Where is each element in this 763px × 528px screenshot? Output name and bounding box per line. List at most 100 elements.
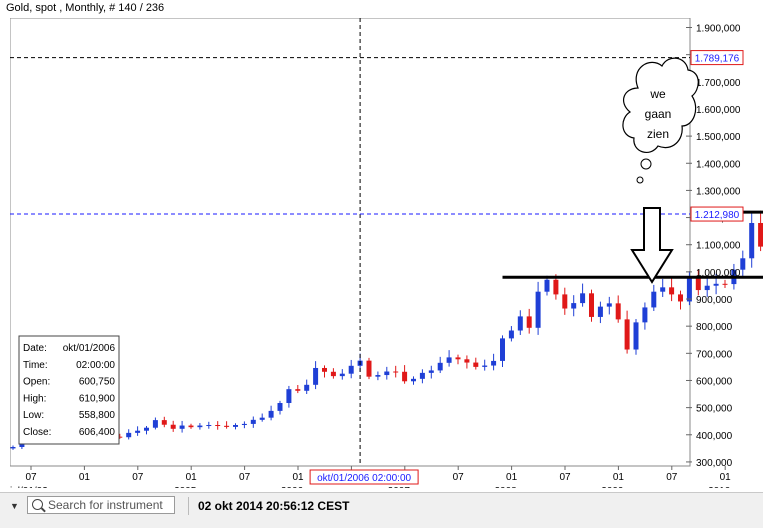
x-year-label: 2006 xyxy=(281,486,304,488)
info-box-value: 02:00:00 xyxy=(76,360,115,371)
cloud-text: zien xyxy=(647,127,669,141)
x-month-label: 01 xyxy=(506,472,518,483)
candle-body xyxy=(153,420,158,428)
candle-body xyxy=(278,403,283,411)
x-month-label: 07 xyxy=(132,472,144,483)
candle-body xyxy=(313,368,318,385)
cloud-bubble xyxy=(637,177,643,183)
x-year-label: 2005 xyxy=(174,486,197,488)
y-tick-label: 1.000,000 xyxy=(696,268,741,279)
candle-body xyxy=(749,223,754,258)
candle-body xyxy=(607,303,612,306)
candle-body xyxy=(260,418,265,420)
candle-body xyxy=(473,363,478,367)
candle-body xyxy=(180,426,185,429)
candle-body xyxy=(669,287,674,294)
candle-body xyxy=(509,331,514,339)
candle-body xyxy=(553,280,558,295)
candle-body xyxy=(126,433,131,437)
candle-body xyxy=(11,447,16,448)
search-placeholder: Search for instrument xyxy=(48,498,163,512)
x-month-label: 01 xyxy=(292,472,304,483)
candle-body xyxy=(723,284,728,285)
instrument-dropdown-arrow[interactable]: ▼ xyxy=(10,501,19,511)
candle-body xyxy=(144,428,149,431)
candle-body xyxy=(464,359,469,362)
y-tick-label: 1.500,000 xyxy=(696,132,741,143)
info-box-value: okt/01/2006 xyxy=(63,343,116,354)
candle-body xyxy=(171,425,176,429)
candle-body xyxy=(634,322,639,349)
candle-body xyxy=(642,307,647,322)
info-box-label: Date: xyxy=(23,343,47,354)
candle-body xyxy=(740,258,745,269)
candle-body xyxy=(580,293,585,303)
price-marker-label: 1.212,980 xyxy=(695,210,740,221)
price-marker-label: 1.789,176 xyxy=(695,54,740,65)
x-month-label: 01 xyxy=(720,472,732,483)
candle-body xyxy=(420,373,425,379)
candle-body xyxy=(331,372,336,376)
y-tick-label: 1.600,000 xyxy=(696,105,741,116)
candle-body xyxy=(269,411,274,418)
candle-body xyxy=(393,372,398,373)
y-tick-label: 800,000 xyxy=(696,322,733,333)
candle-body xyxy=(233,425,238,427)
candle-body xyxy=(189,426,194,428)
candle-body xyxy=(518,316,523,330)
x-month-label: 01 xyxy=(613,472,625,483)
info-box: Date: okt/01/2006 Time: 02:00:00 Open: 600,75… xyxy=(19,336,119,444)
candle-body xyxy=(295,389,300,391)
y-tick-label: 1.100,000 xyxy=(696,241,741,252)
info-box-label: Open: xyxy=(23,377,50,388)
candle-body xyxy=(322,368,327,372)
x-first-date: jul/01/03 xyxy=(10,486,48,488)
candle-body xyxy=(197,426,202,428)
candle-body xyxy=(527,316,532,327)
candle-body xyxy=(616,303,621,319)
x-month-label: 01 xyxy=(186,472,198,483)
candle-body xyxy=(349,366,354,374)
x-year-label: 2010 xyxy=(708,486,731,488)
candle-body xyxy=(651,292,656,308)
y-tick-label: 1.300,000 xyxy=(696,186,741,197)
candle-body xyxy=(206,425,211,426)
candle-body xyxy=(224,426,229,427)
candle-body xyxy=(447,357,452,362)
candle-body xyxy=(251,420,256,424)
candle-body xyxy=(678,294,683,301)
search-input[interactable]: Search for instrument xyxy=(27,496,175,514)
x-month-label: 07 xyxy=(25,472,37,483)
y-tick-label: 500,000 xyxy=(696,404,733,415)
y-tick-label: 1.900,000 xyxy=(696,24,741,35)
candle-body xyxy=(491,361,496,366)
info-box-value: 600,750 xyxy=(79,377,116,388)
candle-body xyxy=(536,292,541,328)
candle-body xyxy=(598,307,603,317)
candle-body xyxy=(625,319,630,349)
candle-body xyxy=(286,389,291,403)
candle-body xyxy=(438,363,443,371)
candle-body xyxy=(545,280,550,292)
info-box-value: 606,400 xyxy=(79,427,116,438)
x-month-label: 07 xyxy=(559,472,571,483)
status-separator xyxy=(188,497,189,515)
candle-body xyxy=(384,372,389,376)
candle-body xyxy=(367,361,372,377)
info-box-label: Time: xyxy=(23,360,48,371)
candle-body xyxy=(571,303,576,308)
chart-title: Gold, spot , Monthly, # 140 / 236 xyxy=(6,2,164,14)
candle-body xyxy=(758,223,763,247)
candle-body xyxy=(162,420,167,425)
candle-body xyxy=(500,338,505,361)
y-tick-label: 600,000 xyxy=(696,376,733,387)
candle-body xyxy=(589,293,594,317)
y-tick-label: 900,000 xyxy=(696,295,733,306)
x-month-label: 07 xyxy=(666,472,678,483)
candle-body xyxy=(660,287,665,291)
candle-body xyxy=(411,379,416,381)
cursor-date-label: okt/01/2006 02:00:00 xyxy=(317,473,411,484)
y-tick-label: 1.700,000 xyxy=(696,78,741,89)
y-tick-label: 1.400,000 xyxy=(696,159,741,170)
chart-canvas[interactable]: 300,000400,000500,000600,000700,000800,0… xyxy=(10,18,763,488)
